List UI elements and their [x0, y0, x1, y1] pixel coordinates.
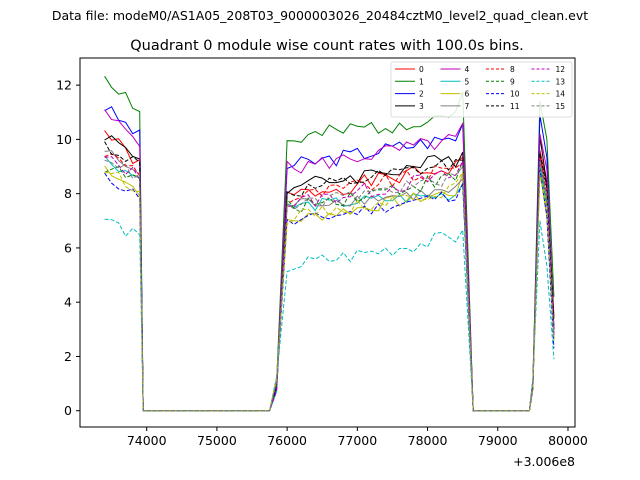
- series-line-13: [104, 218, 555, 412]
- y-tick-label: 2: [64, 349, 72, 364]
- x-tick-label: 78000: [408, 433, 448, 448]
- series-line-15: [104, 159, 555, 412]
- suptitle: Data file: modeM0/AS1A05_208T03_90000030…: [52, 8, 588, 23]
- legend-label: 15: [556, 102, 566, 111]
- y-tick-label: 0: [64, 403, 72, 418]
- legend-label: 0: [419, 65, 424, 74]
- series-line-5: [104, 155, 555, 412]
- chart-title: Quadrant 0 module wise count rates with …: [130, 38, 524, 54]
- series-line-2: [104, 106, 555, 412]
- legend-label: 14: [556, 90, 566, 99]
- x-offset-label: +3.006e8: [513, 454, 575, 469]
- legend-label: 3: [419, 102, 424, 111]
- series-line-11: [104, 141, 555, 412]
- x-tick-label: 79000: [478, 433, 518, 448]
- legend-label: 8: [510, 65, 515, 74]
- series-line-7: [104, 150, 555, 412]
- series-line-3: [104, 135, 555, 412]
- x-axis: 74000 75000 76000 77000 78000 79000 80000: [127, 427, 588, 448]
- series-lines: [104, 75, 555, 412]
- series-line-9: [104, 160, 555, 412]
- x-tick-label: 76000: [267, 433, 307, 448]
- y-tick-label: 4: [64, 295, 72, 310]
- series-line-4: [104, 109, 555, 412]
- legend-label: 4: [465, 65, 470, 74]
- legend-label: 9: [510, 77, 515, 86]
- legend-label: 7: [465, 102, 470, 111]
- legend-label: 2: [419, 90, 424, 99]
- x-tick-label: 80000: [548, 433, 588, 448]
- legend-label: 11: [510, 102, 520, 111]
- legend-label: 13: [556, 77, 566, 86]
- series-line-6: [104, 165, 555, 412]
- y-tick-label: 10: [56, 132, 72, 147]
- legend-label: 5: [465, 77, 470, 86]
- series-line-14: [104, 170, 555, 412]
- y-tick-label: 12: [56, 78, 72, 93]
- legend-label: 1: [419, 77, 424, 86]
- series-line-12: [104, 156, 555, 412]
- y-axis: 0 2 4 6 8 10 12: [56, 78, 80, 418]
- legend-box: [390, 61, 573, 118]
- series-line-1: [104, 75, 555, 412]
- x-tick-label: 74000: [127, 433, 167, 448]
- legend-label: 12: [556, 65, 566, 74]
- x-tick-label: 77000: [337, 433, 377, 448]
- legend-label: 10: [510, 90, 520, 99]
- legend-label: 6: [465, 90, 470, 99]
- x-tick-label: 75000: [197, 433, 237, 448]
- y-tick-label: 6: [64, 240, 72, 255]
- y-tick-label: 8: [64, 186, 72, 201]
- series-line-0: [104, 130, 555, 412]
- plot-frame: [79, 57, 576, 428]
